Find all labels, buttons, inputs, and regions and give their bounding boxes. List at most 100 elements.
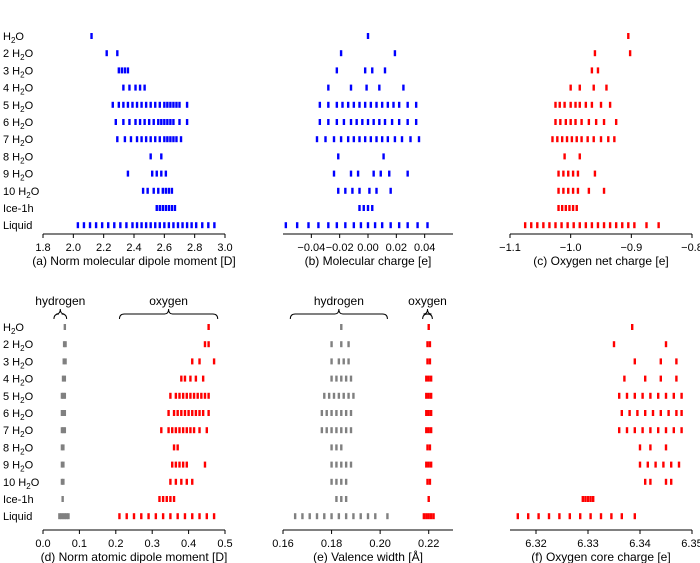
data-point xyxy=(369,101,373,108)
data-point xyxy=(556,136,559,143)
data-point xyxy=(613,136,616,143)
panel-caption: (d) Norm atomic dipole moment [D] xyxy=(41,550,228,563)
data-point xyxy=(633,222,636,229)
data-point xyxy=(672,392,675,399)
data-point xyxy=(335,461,338,468)
data-point xyxy=(64,358,67,365)
panel-c: −1.1 −1.0 −0.9 −0.8 (c) Oxygen net charge [e… xyxy=(499,33,700,268)
data-point xyxy=(371,205,374,211)
data-point xyxy=(352,101,356,108)
data-point xyxy=(160,153,163,160)
data-point xyxy=(429,410,433,416)
data-point xyxy=(158,222,161,229)
data-point xyxy=(340,324,343,330)
x-tick-label: 6.32 xyxy=(525,538,546,550)
data-point xyxy=(677,461,681,468)
data-point xyxy=(548,222,551,229)
data-point xyxy=(337,513,341,520)
row-label: 9 H2O xyxy=(3,169,34,183)
x-tick-label: 1.8 xyxy=(35,242,50,254)
data-point xyxy=(144,222,148,229)
x-tick-label: 2.8 xyxy=(187,242,202,254)
data-point xyxy=(536,222,539,229)
data-point xyxy=(344,496,348,502)
data-point xyxy=(339,136,343,143)
data-point xyxy=(62,427,65,434)
data-point xyxy=(60,392,64,399)
data-point xyxy=(389,222,392,229)
data-point xyxy=(427,496,430,502)
data-point xyxy=(163,101,166,108)
data-point xyxy=(123,67,127,74)
data-point xyxy=(574,101,577,108)
data-point xyxy=(570,136,574,143)
data-point xyxy=(284,222,288,229)
x-tick-label: −1.1 xyxy=(499,242,521,254)
data-point xyxy=(386,136,390,143)
data-point xyxy=(330,427,333,434)
data-point xyxy=(176,410,179,416)
data-point xyxy=(63,375,67,382)
data-point xyxy=(315,136,319,143)
data-point xyxy=(164,170,168,177)
row-label: 6 H2O xyxy=(3,117,34,131)
data-point xyxy=(393,136,397,143)
data-point xyxy=(659,358,662,365)
annotation-brace xyxy=(118,308,219,320)
data-point xyxy=(580,136,583,143)
data-point xyxy=(426,358,429,365)
data-point xyxy=(149,136,152,143)
data-point xyxy=(169,496,172,502)
data-point xyxy=(140,136,143,143)
data-point xyxy=(379,170,382,177)
data-point xyxy=(389,187,392,194)
row-label: 7 H2O xyxy=(3,425,34,439)
data-point xyxy=(63,324,67,330)
data-point xyxy=(315,513,319,520)
data-point xyxy=(369,136,373,143)
data-point xyxy=(100,222,104,229)
data-point xyxy=(602,119,606,125)
data-point xyxy=(330,461,333,468)
data-point xyxy=(180,478,183,485)
data-point xyxy=(409,136,412,143)
data-point xyxy=(614,222,618,229)
row-label: 4 H2O xyxy=(3,83,34,97)
data-point xyxy=(335,101,339,108)
data-point xyxy=(349,461,353,468)
data-point xyxy=(120,67,124,74)
data-point xyxy=(352,222,356,229)
data-point xyxy=(542,222,545,229)
data-point xyxy=(571,205,575,211)
data-point xyxy=(340,341,343,348)
data-point xyxy=(347,392,350,399)
data-point xyxy=(155,205,158,211)
data-point xyxy=(118,513,121,520)
data-point xyxy=(60,444,64,451)
data-point xyxy=(143,119,146,125)
data-point xyxy=(147,119,151,125)
data-point xyxy=(207,324,210,330)
data-point xyxy=(358,101,361,108)
data-point xyxy=(122,119,125,125)
data-point xyxy=(332,392,336,399)
data-point xyxy=(564,205,568,211)
data-point xyxy=(154,513,158,520)
data-point xyxy=(608,222,612,229)
data-point xyxy=(602,187,606,194)
data-point xyxy=(340,375,343,382)
row-label: 2 H2O xyxy=(3,339,34,353)
data-point xyxy=(154,136,157,143)
panel-a: H2O 2 H2O 3 H2O 4 H2O 5 H2O 6 H2O 7 H2O 8 H2O 9 … xyxy=(3,31,236,268)
data-point xyxy=(654,461,657,468)
data-point xyxy=(644,410,647,416)
data-point xyxy=(90,33,93,39)
data-point xyxy=(664,444,668,451)
data-point xyxy=(192,392,196,399)
data-point xyxy=(664,341,668,348)
data-point xyxy=(340,410,343,416)
data-point xyxy=(176,444,179,451)
data-point xyxy=(406,119,409,125)
data-point xyxy=(657,427,660,434)
data-point xyxy=(169,392,172,399)
